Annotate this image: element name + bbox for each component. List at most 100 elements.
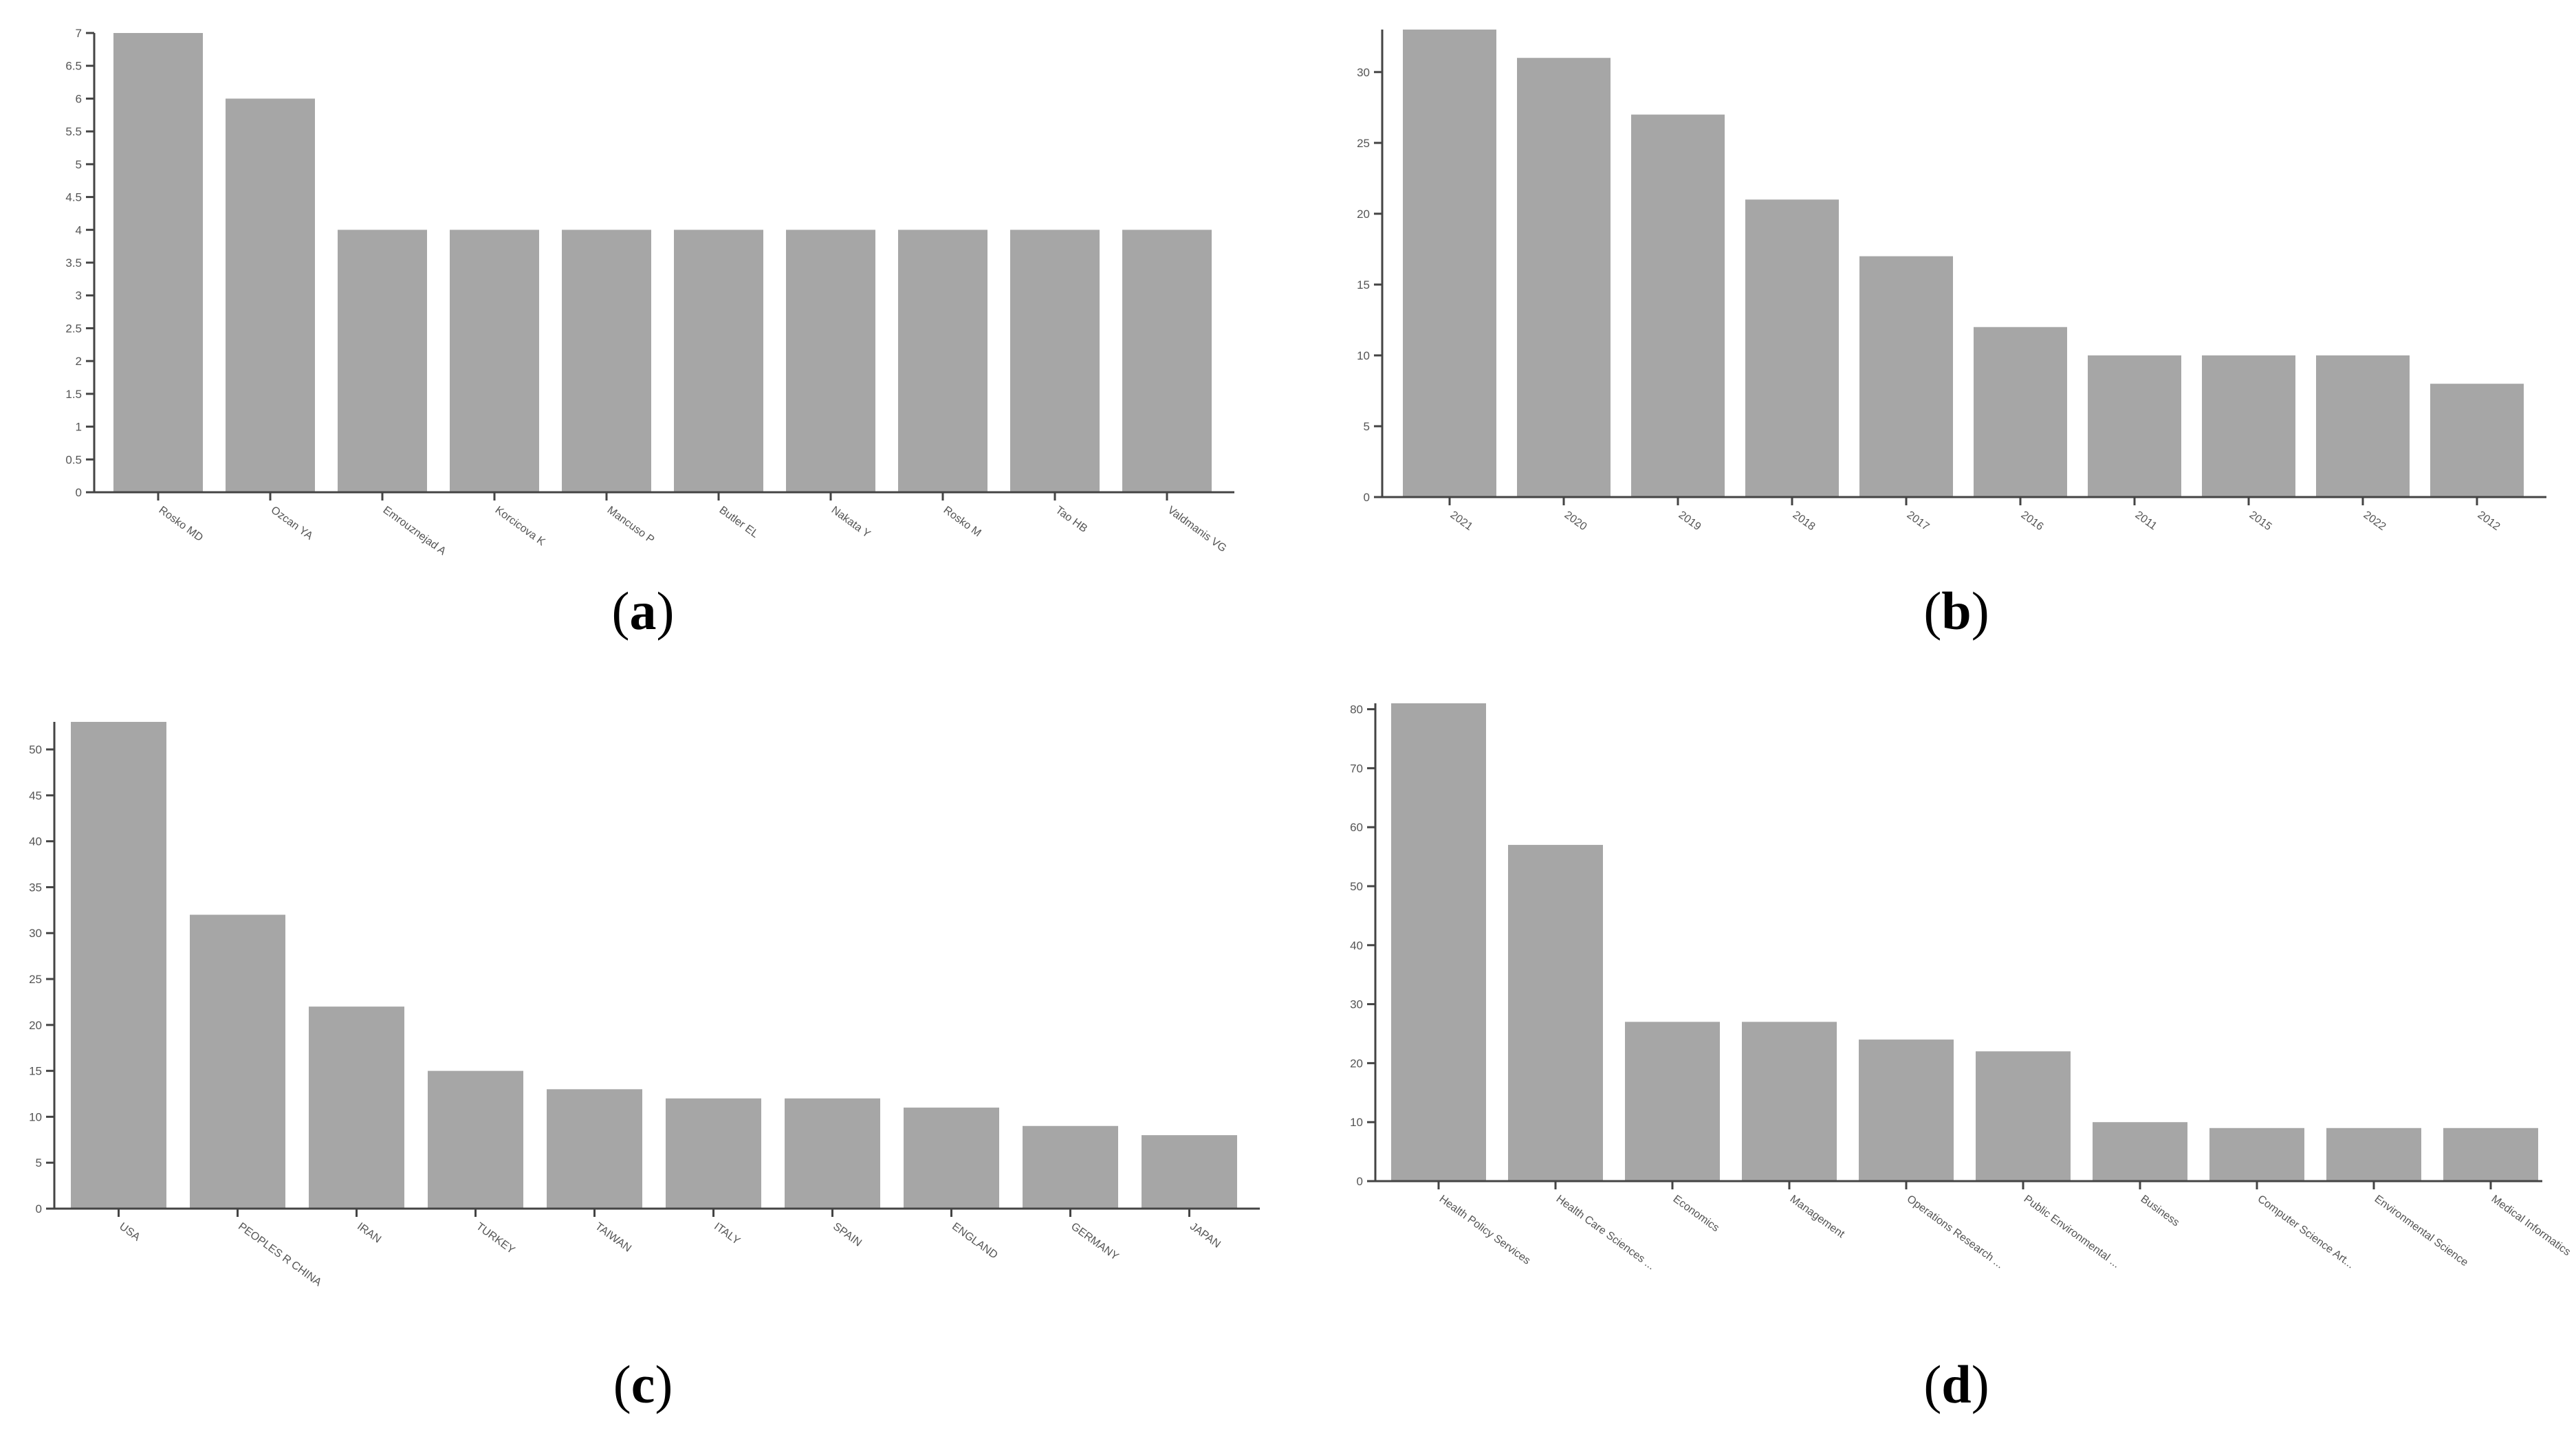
x-tick-label: 2022 [2361,509,2388,533]
chart-b-years: 0 5 10 15 20 25 30 2021 2020 2019 2018 2017 2016 2011… [1357,30,2546,533]
bar-8 [2202,355,2295,497]
y-tick-label: 0 [1357,1175,1363,1188]
y-tick-label: 5 [76,158,82,171]
bar-8 [2209,1128,2304,1181]
bar-5 [1859,256,1953,497]
bar-9 [1023,1125,1118,1209]
x-tick-label: Medical Informatics [2489,1193,2573,1258]
y-tick-label: 25 [29,973,42,986]
x-tick-label: Valdmanis VG [1166,504,1229,554]
bar-7 [785,1098,880,1209]
x-tick-label: IRAN [355,1220,383,1245]
bar-7 [2088,355,2181,497]
y-tick-label: 7 [76,27,82,40]
y-tick-label: 5.5 [65,125,82,138]
y-tick-label: 6.5 [65,60,82,73]
bar-7 [2093,1122,2187,1181]
bar-6 [666,1098,761,1209]
y-tick-label: 4.5 [65,191,82,204]
y-tick-label: 20 [1350,1057,1363,1070]
y-tick-label: 35 [29,881,42,894]
x-tick-label: TURKEY [474,1220,517,1256]
y-tick-label: 0 [1364,491,1370,504]
y-tick-label: 6 [76,92,82,105]
bar-1 [1403,30,1496,497]
y-tick-label: 10 [1357,349,1370,362]
bar-4 [1742,1022,1837,1181]
chart-c-countries: 0 5 10 15 20 25 30 35 40 45 50 USA PEOPLES R CHINA IR… [29,722,1260,1289]
bar-4 [450,230,539,492]
y-tick-label: 0 [76,486,82,499]
x-tick-label: USA [117,1220,142,1243]
bar-3 [309,1006,404,1209]
y-tick-label: 1.5 [65,388,82,401]
bar-10 [1122,230,1212,492]
bar-5 [562,230,651,492]
y-tick-label: 0.5 [65,453,82,466]
y-tick-label: 0 [36,1202,42,1216]
bar-7 [786,230,875,492]
bar-10 [2430,384,2524,497]
y-tick-label: 10 [1350,1116,1363,1129]
bar-10 [2443,1128,2538,1181]
y-tick-label: 3 [76,289,82,302]
y-tick-label: 30 [29,927,42,940]
x-tick-label: Rosko MD [157,504,205,544]
x-tick-label: 2012 [2476,509,2502,533]
y-tick-label: 15 [29,1065,42,1078]
bar-6 [674,230,763,492]
bar-10 [1142,1135,1237,1209]
y-tick-label: 30 [1357,66,1370,79]
x-tick-label: Mancuso P [605,504,657,546]
x-tick-label: TAIWAN [593,1220,633,1254]
bar-2 [226,98,315,492]
bar-5 [1859,1040,1954,1181]
bar-6 [1976,1051,2071,1181]
x-tick-label: ITALY [712,1220,742,1247]
bar-8 [904,1108,999,1209]
y-tick-label: 20 [1357,208,1370,221]
y-tick-label: 30 [1350,998,1363,1011]
x-tick-label: JAPAN [1188,1220,1223,1250]
panel-label-d: (d) [1923,1354,1989,1414]
x-tick-label: PEOPLES R CHINA [236,1220,324,1288]
x-tick-label: Butler EL [717,504,761,540]
panel-label-b: (b) [1923,581,1989,641]
bar-3 [1625,1022,1720,1181]
x-tick-label: 2017 [1905,509,1932,533]
x-tick-label: 2011 [2133,509,2159,532]
bar-2 [190,914,285,1209]
y-tick-label: 1 [76,421,82,434]
chart-d-categories: 0 10 20 30 40 50 60 70 80 Health Policy Services H… [1350,703,2573,1273]
y-tick-label: 3.5 [65,256,82,270]
y-tick-label: 50 [1350,880,1363,893]
x-tick-label: 2015 [2247,509,2274,533]
x-tick-label: 2018 [1791,509,1818,533]
x-tick-label: Health Care Sciences ... [1554,1193,1657,1272]
x-tick-label: 2020 [1562,509,1589,533]
bar-8 [898,230,987,492]
y-tick-label: 10 [29,1110,42,1123]
x-tick-label: Management [1788,1193,1847,1240]
y-tick-label: 40 [1350,939,1363,952]
x-tick-label: Business [2139,1193,2182,1229]
chart-a-authors: 0 0.5 1 1.5 2 2.5 3 3.5 4 4.5 5 5.5 6 6.5 7 Rosko MD Ozc… [65,27,1234,558]
bar-2 [1517,58,1611,498]
bar-2 [1508,844,1603,1181]
x-tick-label: GERMANY [1069,1220,1121,1262]
x-tick-label: Computer Science Art... [2256,1193,2357,1270]
panel-label-a: (a) [612,581,675,641]
y-tick-label: 2.5 [65,322,82,335]
bar-1 [1391,703,1486,1181]
bar-6 [1974,327,2067,497]
y-tick-label: 4 [76,223,82,236]
x-tick-label: ENGLAND [950,1220,1000,1261]
bar-1 [71,722,166,1209]
y-tick-label: 45 [29,789,42,802]
x-tick-label: SPAIN [831,1220,864,1248]
x-tick-label: 2016 [2019,509,2046,533]
x-tick-label: Nakata Y [829,504,873,540]
y-tick-label: 60 [1350,821,1363,834]
x-tick-label: Korcicova K [493,504,547,548]
